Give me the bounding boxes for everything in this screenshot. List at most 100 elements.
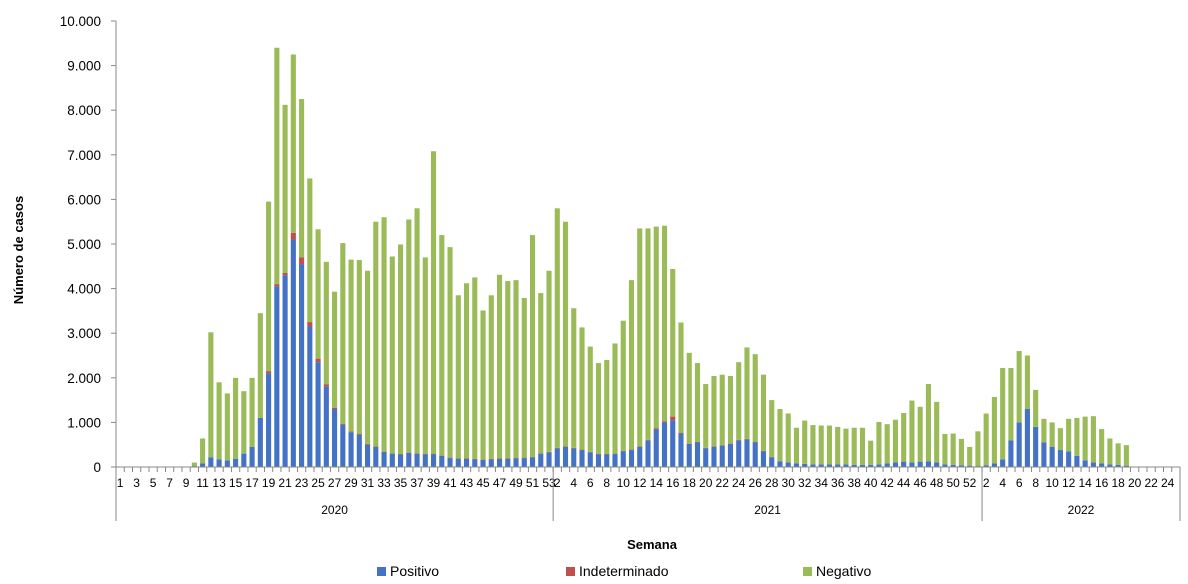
bar-negativo	[1024, 355, 1030, 410]
x-tick-label: 7	[166, 476, 173, 490]
x-tick-label: 24	[732, 476, 746, 490]
bar-indeterminado	[315, 358, 321, 363]
bar-positivo	[876, 464, 882, 467]
bar-negativo	[274, 47, 280, 285]
bar-positivo	[571, 448, 577, 467]
bar-positivo	[241, 453, 247, 467]
bar-positivo	[925, 461, 931, 467]
bar-positivo	[1107, 464, 1113, 467]
bar-indeterminado	[678, 432, 684, 434]
bar-positivo	[307, 326, 313, 467]
bar-negativo	[282, 104, 288, 273]
legend-item-positivo: Positivo	[377, 563, 439, 579]
y-tick-label: 4.000	[67, 282, 101, 297]
bar-positivo	[398, 454, 404, 467]
x-tick-label: 34	[815, 476, 829, 490]
bar-positivo	[892, 462, 898, 467]
x-tick-label: 51	[526, 476, 540, 490]
bar-negativo	[290, 54, 296, 233]
x-tick-label: 5	[150, 476, 157, 490]
bar-negativo	[991, 396, 997, 464]
x-tick-label: 12	[1062, 476, 1076, 490]
bar-negativo	[266, 201, 272, 372]
bar-negativo	[406, 219, 412, 453]
bar-positivo	[917, 461, 923, 467]
legend-label-negativo: Negativo	[816, 563, 872, 579]
x-tick-label: 14	[650, 476, 664, 490]
bar-positivo	[480, 459, 486, 467]
bar-positivo	[793, 463, 800, 467]
bar-negativo	[1000, 367, 1006, 460]
x-tick-label: 52	[963, 476, 977, 490]
bar-positivo	[406, 452, 412, 467]
bar-positivo	[546, 452, 552, 467]
bar-positivo	[1000, 459, 1006, 467]
bar-negativo	[200, 438, 206, 464]
bar-positivo	[472, 459, 478, 467]
y-tick-label: 8.000	[67, 103, 101, 118]
x-tick-label: 11	[196, 476, 209, 490]
bar-negativo	[752, 354, 758, 443]
y-tick-label: 6.000	[67, 192, 101, 207]
bar-negativo	[579, 327, 585, 450]
bar-negativo	[604, 359, 610, 455]
bar-negativo	[1074, 417, 1080, 456]
x-tick-label: 4	[570, 476, 577, 490]
bar-positivo	[703, 448, 709, 467]
bar-positivo	[711, 446, 717, 467]
bar-positivo	[282, 275, 288, 467]
bar-positivo	[365, 444, 371, 467]
bar-negativo	[546, 270, 552, 452]
x-tick-label: 16	[666, 476, 680, 490]
x-tick-label: 10	[617, 476, 631, 490]
legend-swatch-positivo	[377, 566, 386, 576]
bar-positivo	[909, 462, 915, 467]
bar-negativo	[661, 225, 668, 422]
bar-positivo	[208, 457, 214, 467]
x-tick-label: 1	[117, 476, 124, 490]
bar-positivo	[422, 454, 428, 467]
bar-positivo	[356, 434, 362, 467]
x-tick-label: 3	[133, 476, 140, 490]
bar-negativo	[942, 433, 948, 465]
x-tick-label: 48	[930, 476, 944, 490]
bar-negativo	[1041, 418, 1047, 443]
bar-positivo	[967, 465, 973, 467]
bar-negativo	[628, 280, 635, 450]
bar-negativo	[934, 401, 940, 463]
bar-positivo	[719, 445, 725, 467]
y-tick-label: 1.000	[67, 415, 101, 430]
x-tick-label: 24	[1161, 476, 1175, 490]
bar-positivo	[645, 440, 651, 467]
y-tick-label: 0	[93, 460, 101, 475]
x-tick-label: 17	[245, 476, 259, 490]
bar-positivo	[315, 362, 321, 467]
bar-positivo	[373, 446, 379, 467]
bar-positivo	[670, 420, 676, 467]
bar-negativo	[365, 270, 371, 444]
x-tick-label: 20	[699, 476, 713, 490]
bar-negativo	[249, 377, 255, 447]
bar-negativo	[430, 151, 437, 454]
bar-positivo	[901, 461, 907, 467]
x-tick-label: 6	[587, 476, 594, 490]
bar-positivo	[257, 417, 263, 467]
x-tick-label: 36	[831, 476, 845, 490]
bar-negativo	[925, 384, 931, 462]
bar-negativo	[950, 433, 956, 465]
bar-negativo	[422, 257, 428, 455]
bar-positivo	[653, 429, 659, 467]
bar-negativo	[1066, 418, 1072, 452]
bar-positivo	[266, 373, 272, 467]
bar-positivo	[529, 457, 536, 467]
bar-positivo	[620, 451, 626, 467]
bar-negativo	[1049, 422, 1055, 447]
bar-positivo	[802, 463, 808, 467]
bar-negativo	[381, 217, 387, 452]
bar-negativo	[777, 409, 783, 462]
bar-positivo	[332, 409, 338, 467]
bar-negativo	[967, 446, 973, 466]
bar-negativo	[1115, 443, 1121, 465]
bar-negativo	[595, 363, 602, 455]
legend-item-negativo: Negativo	[803, 563, 871, 579]
